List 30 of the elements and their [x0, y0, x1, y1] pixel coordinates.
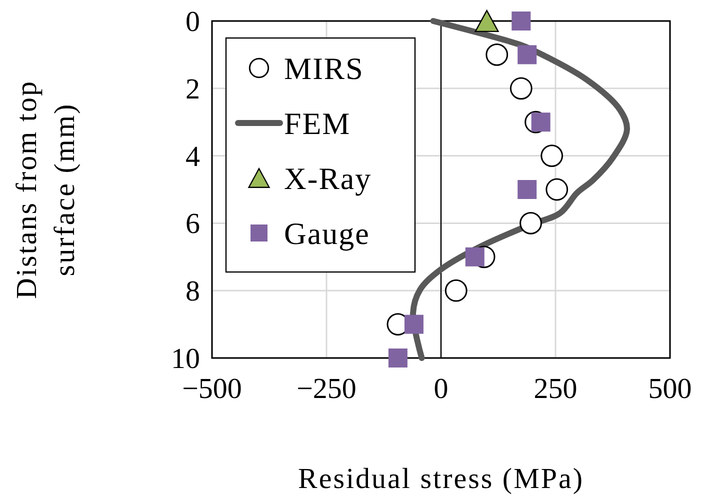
- point: [474, 10, 499, 32]
- x-tick-label: −500: [182, 373, 242, 405]
- y-tick-label: 6: [186, 208, 200, 240]
- x-tick-label: 0: [434, 373, 448, 405]
- legend-label: Gauge: [284, 216, 370, 251]
- y-tick-label: 10: [171, 343, 200, 375]
- point: [465, 247, 484, 266]
- point: [531, 112, 550, 132]
- point: [444, 279, 468, 302]
- point: [510, 77, 532, 100]
- point: [404, 314, 424, 334]
- point: [518, 45, 537, 64]
- point: [520, 212, 542, 234]
- point: [546, 178, 568, 201]
- legend-label: MIRS: [284, 51, 364, 86]
- x-tick-label: −250: [296, 373, 356, 405]
- point: [540, 144, 564, 167]
- x-tick-label: 250: [534, 373, 578, 405]
- point: [388, 348, 408, 368]
- y-tick-label: 0: [186, 6, 200, 38]
- legend-label: X-Ray: [284, 161, 372, 196]
- y-axis-title: Distans from top surface (mm): [11, 80, 81, 299]
- point: [518, 180, 537, 199]
- y-tick-label: 4: [186, 140, 200, 173]
- legend-label: FEM: [284, 106, 351, 141]
- y-tick-label: 8: [186, 276, 200, 308]
- point: [512, 12, 531, 30]
- y-tick-label: 2: [186, 73, 200, 106]
- x-tick-label: 500: [648, 373, 692, 405]
- x-axis-title: Residual stress (MPa): [298, 463, 584, 495]
